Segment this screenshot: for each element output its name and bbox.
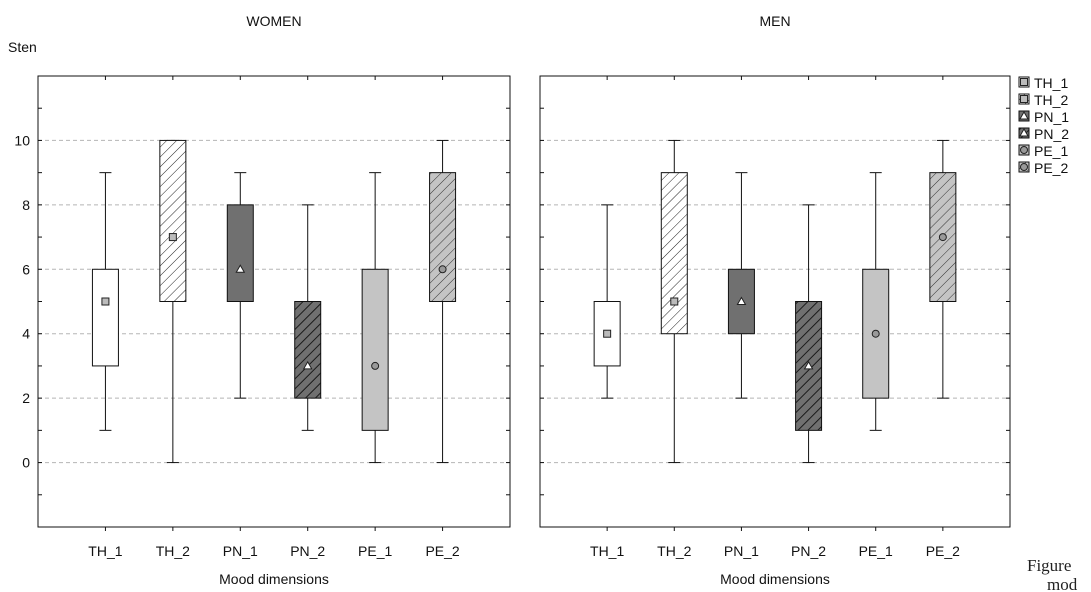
x-tick-label: PE_2 [926,543,960,559]
box-pe-2 [929,139,957,399]
median-marker [603,329,612,338]
median-marker [803,360,814,370]
median-marker [371,361,380,370]
median-marker [235,264,246,273]
panel-men: MEN TH_1 TH_2 PN_1 PN_2 PE_1 PE_2 Mood dimensio… [539,13,1011,587]
x-tick-label: PN_2 [791,543,826,559]
x-tick-label: TH_2 [657,543,691,559]
legend-marker [1020,163,1028,171]
legend-item-pn-2: PN_2 [1018,126,1069,142]
box-rect [294,301,322,399]
legend-item-th-2: TH_2 [1018,92,1068,108]
y-tick-label: 6 [22,261,30,277]
legend-marker [1020,146,1028,154]
legend-marker [1020,78,1028,86]
x-tick-label: PE_1 [358,543,392,559]
legend-label: PN_2 [1034,126,1069,142]
x-tick-label: TH_1 [88,543,122,559]
box-th-2 [660,139,688,464]
median-marker [736,296,747,305]
box-th-1 [593,204,621,399]
x-tick-label: PN_1 [223,543,258,559]
box-th-1 [91,172,119,431]
legend-item-pn-1: PN_1 [1018,109,1069,125]
legend-label: PE_1 [1034,143,1068,159]
y-axis-label: Sten [8,39,37,55]
box-pe-1 [862,172,890,431]
y-tick-label: 2 [22,390,30,406]
legend-item-th-1: TH_1 [1018,75,1068,91]
box-pe-2 [429,139,457,464]
box-rect [361,268,389,431]
y-tick-label: 4 [22,326,30,342]
legend: TH_1TH_2PN_1PN_2PE_1PE_2 [1018,75,1069,176]
x-tick-label: TH_1 [590,543,624,559]
x-axis-label: Mood dimensions [720,571,830,587]
y-tick-label: 8 [22,197,30,213]
median-marker [438,265,447,274]
box-pn-1 [226,172,254,399]
legend-marker [1019,110,1029,120]
x-tick-label: PE_2 [425,543,459,559]
legend-label: PE_2 [1034,160,1068,176]
legend-label: TH_2 [1034,92,1068,108]
legend-marker [1019,127,1029,137]
panel-women: WOMEN 0 2 4 6 8 10 TH_1 TH_2 PN_1 PN_2 PE_1 PE_2 Mood… [14,13,511,587]
x-tick-label: PE_1 [859,543,893,559]
legend-item-pe-1: PE_1 [1018,143,1068,159]
legend-item-pe-2: PE_2 [1018,160,1068,176]
legend-label: TH_1 [1034,75,1068,91]
caption-line-2: mod [1047,575,1078,592]
box-rect [91,268,119,367]
caption-line-1: Figure [1027,556,1072,575]
y-tick-label: 0 [22,455,30,471]
median-marker [938,233,947,242]
median-marker [101,297,110,306]
x-tick-label: PN_2 [290,543,325,559]
median-marker [168,233,177,242]
panel-title: WOMEN [246,13,301,29]
median-marker [871,329,880,338]
legend-label: PN_1 [1034,109,1069,125]
figure-caption: Figure mod [1027,556,1091,592]
box-rect [660,172,688,335]
box-pn-1 [727,172,755,399]
legend-marker [1020,95,1028,103]
box-pe-1 [361,172,389,464]
y-tick-label: 10 [14,132,30,148]
x-tick-label: PN_1 [724,543,759,559]
box-rect [429,172,457,302]
x-axis-label: Mood dimensions [219,571,329,587]
box-pn-2 [294,204,322,431]
panel-title: MEN [759,13,790,29]
box-pn-2 [795,204,823,464]
box-rect [226,204,254,303]
box-th-2 [159,139,187,464]
median-marker [302,360,313,370]
box-rect [159,139,187,302]
x-tick-label: TH_2 [156,543,190,559]
median-marker [670,297,679,306]
